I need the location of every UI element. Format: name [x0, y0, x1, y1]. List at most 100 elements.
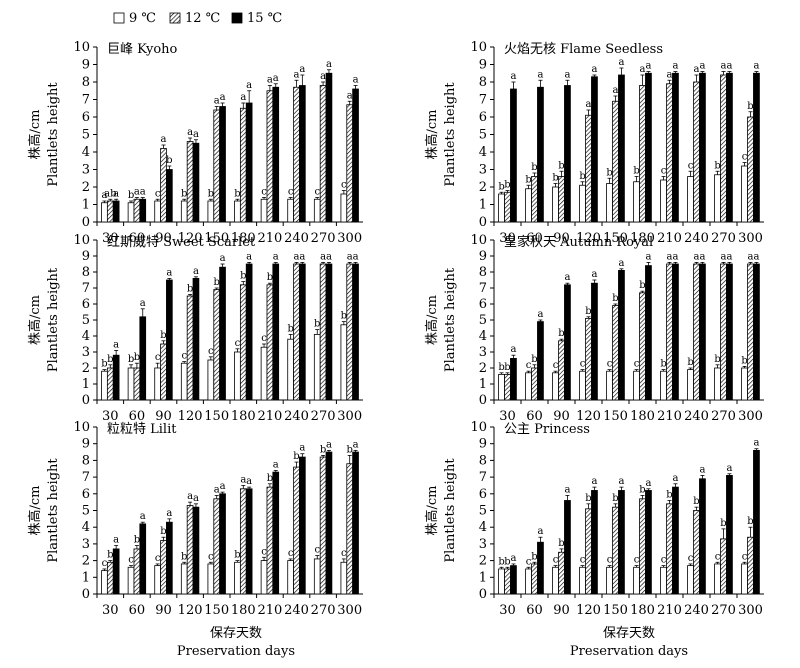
bar: [154, 367, 161, 401]
bar: [645, 72, 652, 223]
bar: [672, 486, 679, 595]
y-tick-label: 6: [479, 487, 487, 502]
y-tick-label: 0: [479, 215, 487, 230]
y-tick-label: 1: [479, 198, 487, 213]
y-tick-label: 4: [479, 329, 487, 344]
y-axis-labels: 株高/cm Plantlets height 株高/cm Plantlets heig…: [27, 82, 458, 563]
significance-letter: c: [314, 545, 320, 556]
bar: [525, 568, 532, 595]
bar: [180, 200, 188, 223]
significance-letter: c: [580, 555, 586, 566]
x-tick-label: 240: [684, 603, 709, 618]
bar: [207, 563, 215, 595]
bar: [510, 88, 517, 223]
x-tick-label: 90: [553, 231, 570, 246]
x-tick-label: 90: [553, 409, 570, 424]
y-tick-label: 7: [479, 470, 487, 485]
bar: [127, 202, 135, 223]
bar: [219, 266, 226, 401]
significance-letter: b: [134, 352, 140, 363]
bar: [579, 184, 586, 223]
chart-title: 红斯威特 Sweet Scarlet: [107, 234, 256, 250]
significance-letter: a: [353, 75, 359, 86]
significance-letter: a: [537, 309, 543, 320]
bar: [260, 198, 268, 223]
significance-letter: a: [645, 61, 651, 72]
significance-letter: a: [246, 251, 252, 262]
bar: [186, 295, 194, 401]
bar: [639, 292, 646, 401]
bar: [558, 340, 565, 401]
bar: [585, 317, 592, 401]
y-axis-label-cn: 株高/cm: [27, 486, 43, 536]
bar: [299, 263, 306, 401]
bar: [186, 505, 194, 595]
significance-letter: a: [347, 251, 353, 262]
bar: [747, 263, 754, 401]
significance-letter: a: [640, 64, 646, 75]
significance-letter: b: [693, 496, 699, 507]
significance-letter: b: [267, 473, 273, 484]
significance-letter: b: [287, 323, 293, 334]
bar: [180, 362, 188, 401]
x-tick-label: 180: [630, 409, 655, 424]
significance-letter: b: [585, 306, 591, 317]
significance-letter: a: [699, 61, 705, 72]
significance-letter: b: [267, 272, 273, 283]
bar: [272, 263, 280, 401]
y-tick-label: 8: [479, 265, 487, 280]
significance-letter: a: [753, 61, 759, 72]
bar: [699, 478, 706, 595]
bar: [660, 566, 667, 595]
bar: [591, 490, 598, 595]
x-tick-label: 90: [155, 231, 172, 246]
significance-letter: c: [607, 555, 613, 566]
significance-letter: a: [591, 476, 597, 487]
y-axis-label-en: Plantlets height: [46, 82, 61, 187]
y-tick-label: 0: [479, 393, 487, 408]
bar: [154, 200, 161, 223]
significance-letter: b: [714, 160, 720, 171]
y-axis-label-en: Plantlets height: [46, 458, 61, 563]
significance-letter: b: [612, 293, 618, 304]
significance-letter: c: [314, 187, 320, 198]
y-tick-label: 9: [479, 249, 487, 264]
bar: [325, 72, 333, 223]
x-tick-label: 240: [684, 231, 709, 246]
significance-letter: a: [273, 73, 279, 84]
significance-letter: a: [140, 187, 146, 198]
significance-letter: c: [155, 352, 161, 363]
bar: [260, 560, 268, 595]
significance-letter: a: [193, 493, 199, 504]
bar: [639, 498, 646, 595]
significance-letter: a: [113, 535, 119, 546]
significance-letter: b: [639, 484, 645, 495]
bar: [319, 456, 327, 595]
bar: [498, 193, 505, 223]
significance-letter: a: [753, 251, 759, 262]
y-tick-label: 7: [82, 281, 90, 296]
significance-letter: b: [525, 174, 531, 185]
significance-letter: c: [688, 160, 694, 171]
chart-title: 皇家秋天 Autumn Royal: [504, 234, 653, 250]
bar: [585, 508, 592, 595]
bar: [510, 357, 517, 401]
significance-letter: b: [160, 526, 166, 537]
significance-letter: b: [346, 444, 352, 455]
significance-letter: b: [208, 188, 214, 199]
significance-letter: a: [645, 251, 651, 262]
bar: [726, 475, 733, 595]
significance-letter: b: [720, 518, 726, 529]
significance-letter: a: [326, 251, 332, 262]
x-tick-label: 60: [526, 603, 543, 618]
x-tick-label: 180: [630, 231, 655, 246]
bar: [579, 370, 586, 401]
significance-letter: c: [634, 359, 640, 370]
bar: [340, 193, 348, 223]
bar: [106, 367, 114, 401]
bar: [537, 541, 544, 595]
significance-letter: b: [558, 538, 564, 549]
